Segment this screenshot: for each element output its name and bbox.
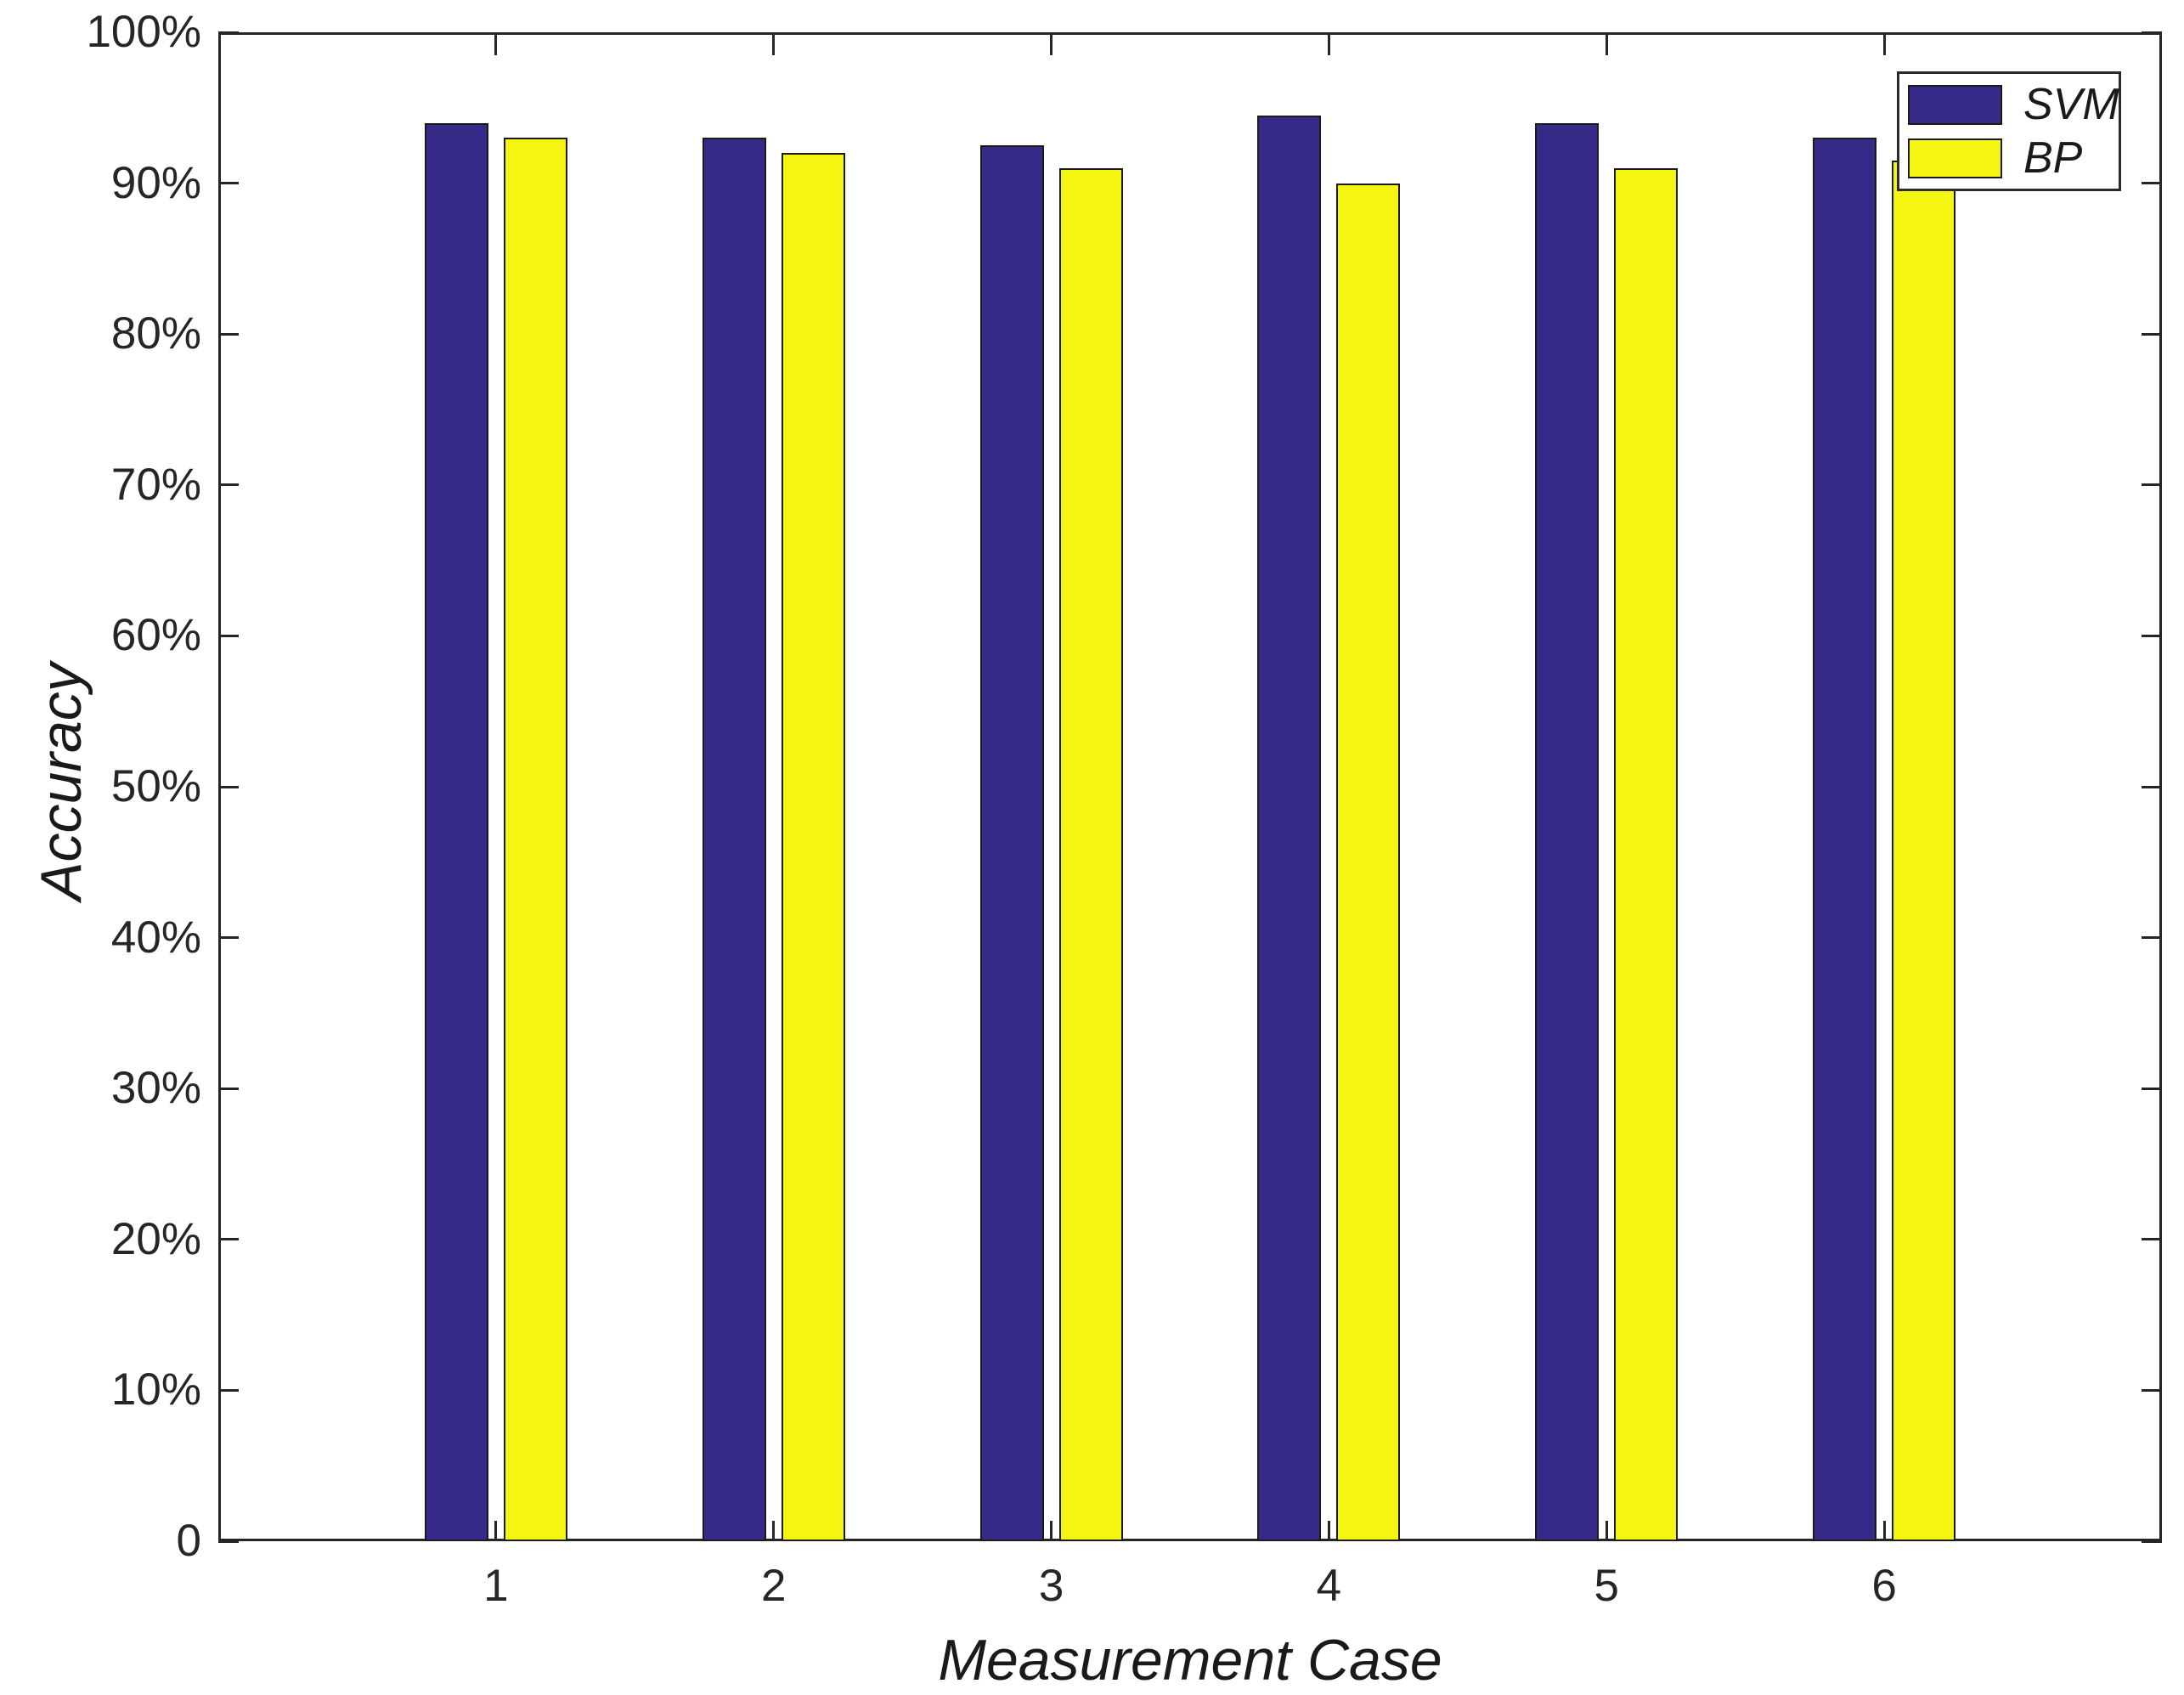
legend-swatch-svm [1908, 85, 2002, 125]
x-tick-top [1605, 35, 1608, 55]
y-tick-left [218, 1540, 239, 1543]
bar-svm-2 [702, 138, 766, 1541]
bar-svm-6 [1813, 138, 1877, 1541]
y-tick-left [218, 1388, 239, 1392]
bar-svm-3 [979, 145, 1044, 1541]
y-tick-right [2142, 31, 2162, 34]
x-tick-bottom [772, 1521, 776, 1541]
y-tick-label: 30% [110, 1063, 201, 1114]
x-tick-top [1882, 35, 1886, 55]
bar-bp-3 [1058, 167, 1123, 1541]
y-tick-left [218, 483, 239, 487]
x-tick-bottom [494, 1521, 498, 1541]
x-tick-top [772, 35, 776, 55]
y-tick-right [2142, 634, 2162, 637]
bar-bp-5 [1614, 167, 1679, 1541]
legend-swatch-bp [1908, 138, 2002, 178]
y-tick-right [2142, 936, 2162, 940]
y-tick-label: 50% [110, 761, 201, 811]
y-tick-right [2142, 182, 2162, 185]
x-tick-top [494, 35, 498, 55]
y-tick-label: 40% [110, 912, 201, 963]
y-tick-label: 60% [110, 610, 201, 661]
y-axis-title: Accuracy [29, 663, 93, 901]
bar-svm-1 [424, 122, 488, 1541]
y-tick-right [2142, 785, 2162, 788]
legend-label-bp: BP [2023, 133, 2083, 183]
x-tick-bottom [1605, 1521, 1608, 1541]
x-tick-label: 4 [1316, 1561, 1342, 1611]
y-tick-label: 80% [110, 308, 201, 359]
x-tick-bottom [1327, 1521, 1330, 1541]
bar-bp-6 [1892, 160, 1956, 1541]
bar-bp-2 [781, 153, 845, 1541]
x-tick-top [1327, 35, 1330, 55]
x-tick-label: 3 [1038, 1561, 1064, 1611]
y-tick-left [218, 1087, 239, 1090]
y-tick-label: 70% [110, 459, 201, 510]
bar-bp-1 [503, 138, 567, 1541]
bar-bp-4 [1336, 183, 1401, 1541]
x-tick-bottom [1050, 1521, 1053, 1541]
y-tick-right [2142, 1388, 2162, 1392]
y-tick-label: 10% [110, 1364, 201, 1415]
legend: SVM BP [1897, 71, 2121, 191]
x-axis-title: Measurement Case [938, 1628, 1442, 1692]
bar-svm-5 [1535, 122, 1600, 1541]
x-tick-top [1050, 35, 1053, 55]
y-tick-left [218, 785, 239, 788]
y-tick-left [218, 634, 239, 637]
y-tick-right [2142, 332, 2162, 336]
y-tick-left [218, 1238, 239, 1241]
x-tick-bottom [1882, 1521, 1886, 1541]
y-tick-left [218, 332, 239, 336]
x-tick-label: 1 [483, 1561, 509, 1611]
bar-svm-4 [1257, 115, 1322, 1541]
y-tick-right [2142, 1238, 2162, 1241]
y-tick-right [2142, 1087, 2162, 1090]
legend-label-svm: SVM [2023, 80, 2119, 129]
y-tick-right [2142, 483, 2162, 487]
y-tick-left [218, 182, 239, 185]
y-tick-label: 0 [176, 1516, 201, 1566]
y-tick-right [2142, 1540, 2162, 1543]
y-tick-label: 100% [86, 7, 201, 57]
y-tick-left [218, 31, 239, 34]
y-tick-label: 90% [110, 157, 201, 208]
x-tick-label: 6 [1871, 1561, 1897, 1611]
y-tick-label: 20% [110, 1213, 201, 1264]
y-tick-left [218, 936, 239, 940]
x-tick-label: 5 [1594, 1561, 1620, 1611]
x-tick-label: 2 [760, 1561, 787, 1611]
